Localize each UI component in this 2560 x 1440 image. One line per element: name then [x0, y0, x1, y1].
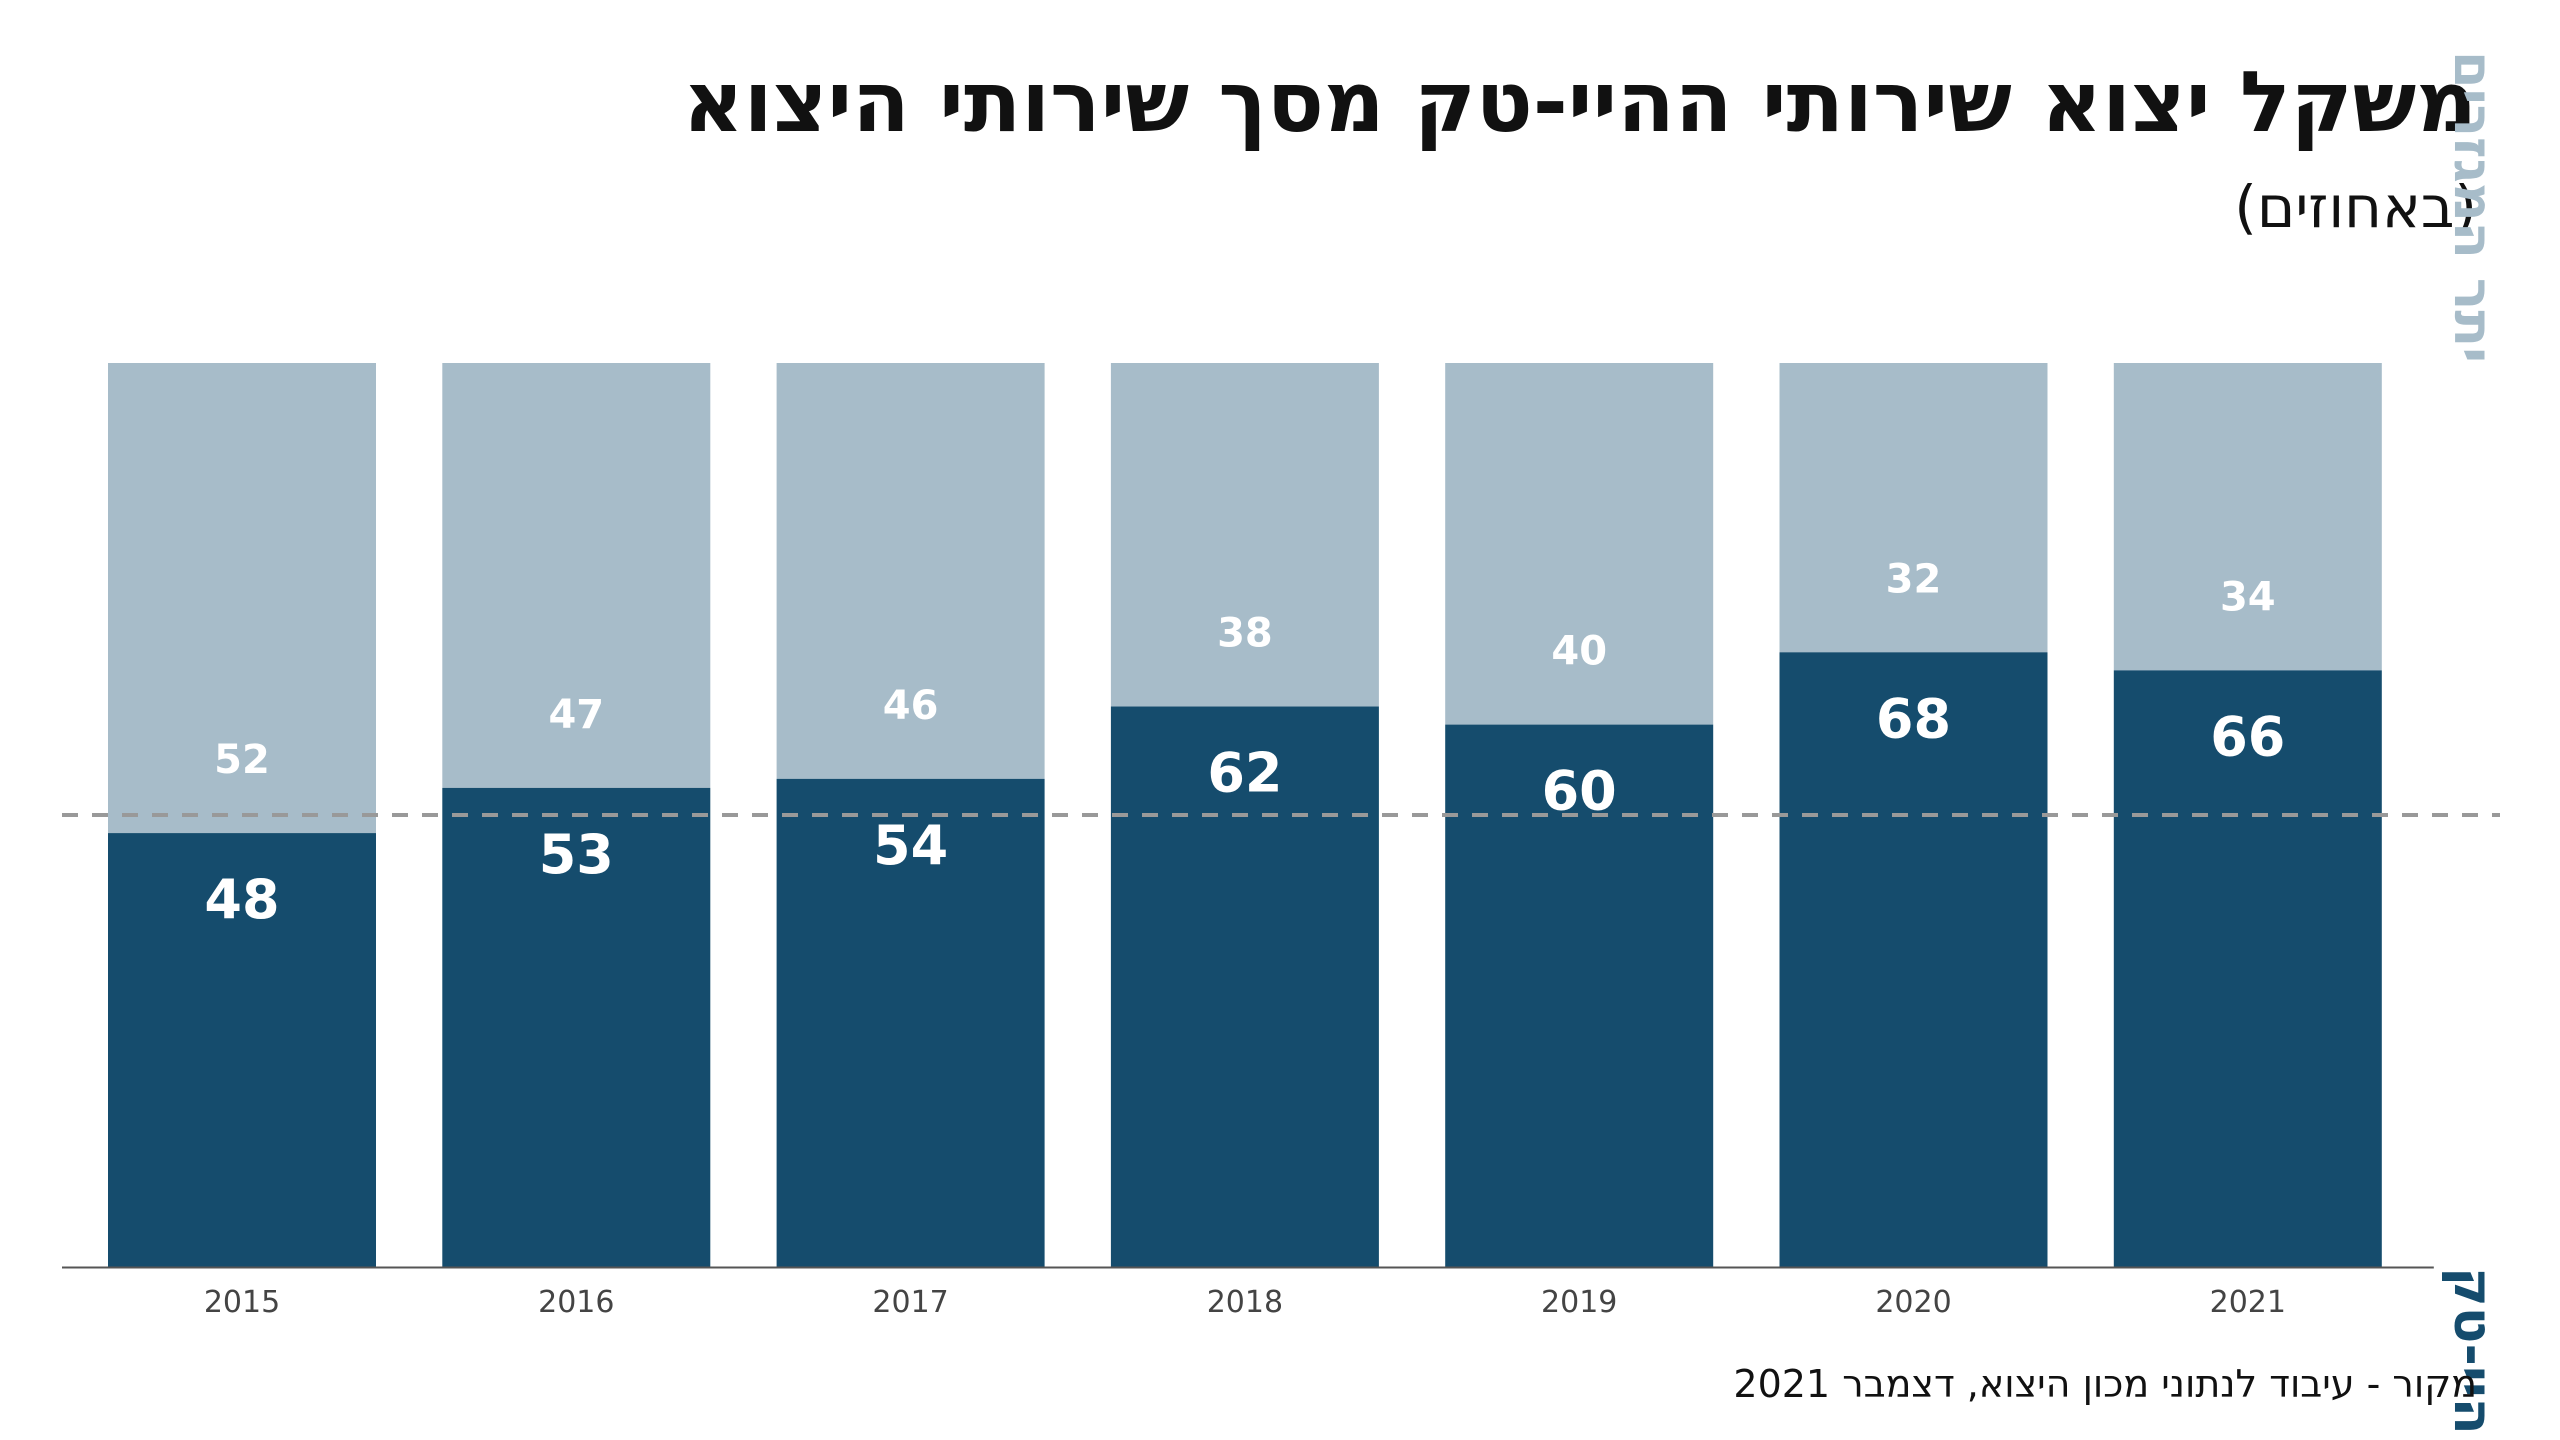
label-other-2017: 46 — [883, 683, 939, 729]
bar-hightech-2021 — [2113, 670, 2382, 1267]
bars-group — [108, 363, 2382, 1267]
label-hightech-2020: 68 — [1876, 687, 1951, 750]
bar-hightech-2015 — [108, 833, 376, 1267]
tick-label-2019: 2019 — [1541, 1285, 1617, 1320]
label-hightech-2019: 60 — [1542, 760, 1617, 823]
tick-label-2018: 2018 — [1207, 1285, 1283, 1320]
bar-hightech-2016 — [442, 787, 711, 1267]
bar-other-2021 — [2113, 363, 2382, 671]
bar-other-2017 — [776, 363, 1045, 779]
bar-hightech-2018 — [1110, 706, 1379, 1267]
chart-title: משקל יצוא שירותי ההיי-טק מסך שירותי היצו… — [682, 53, 2477, 151]
tick-label-2017: 2017 — [872, 1285, 948, 1320]
bar-hightech-2020 — [1779, 652, 2048, 1267]
label-hightech-2021: 66 — [2210, 705, 2285, 768]
tick-label-2020: 2020 — [1875, 1285, 1951, 1320]
label-other-2019: 40 — [1551, 629, 1607, 675]
tick-label-2016: 2016 — [538, 1285, 614, 1320]
tick-label-2015: 2015 — [204, 1285, 280, 1320]
legend-high-tech: היי-טק — [2442, 1267, 2505, 1435]
bar-other-2020 — [1779, 363, 2048, 653]
bar-hightech-2017 — [776, 778, 1045, 1267]
legend-other-sectors: יתר המגזרים — [2442, 51, 2505, 363]
bar-other-2018 — [1110, 363, 1379, 707]
label-other-2020: 32 — [1886, 556, 1942, 602]
label-other-2018: 38 — [1217, 611, 1273, 657]
bar-hightech-2019 — [1445, 724, 1714, 1267]
label-hightech-2016: 53 — [539, 823, 614, 886]
label-hightech-2015: 48 — [204, 868, 279, 931]
label-other-2021: 34 — [2220, 574, 2276, 620]
label-hightech-2018: 62 — [1207, 742, 1282, 805]
label-hightech-2017: 54 — [873, 814, 948, 877]
bar-other-2019 — [1445, 363, 1714, 725]
label-other-2016: 47 — [548, 692, 604, 738]
x-tick-labels-group: 2015 2016 2017 2018 2019 2020 2021 — [204, 1285, 2286, 1320]
tick-label-2021: 2021 — [2210, 1285, 2286, 1320]
label-other-2015: 52 — [214, 737, 270, 783]
bar-other-2016 — [442, 363, 711, 788]
chart-subtitle: (באחוזים) — [2234, 173, 2477, 241]
data-labels-group: 48 52 53 47 54 46 62 38 60 40 68 32 66 34 — [204, 556, 2285, 931]
source-note: מקור - עיבוד לנתוני מכון היצוא, דצמבר 20… — [1733, 1362, 2477, 1406]
bar-other-2015 — [108, 363, 376, 834]
